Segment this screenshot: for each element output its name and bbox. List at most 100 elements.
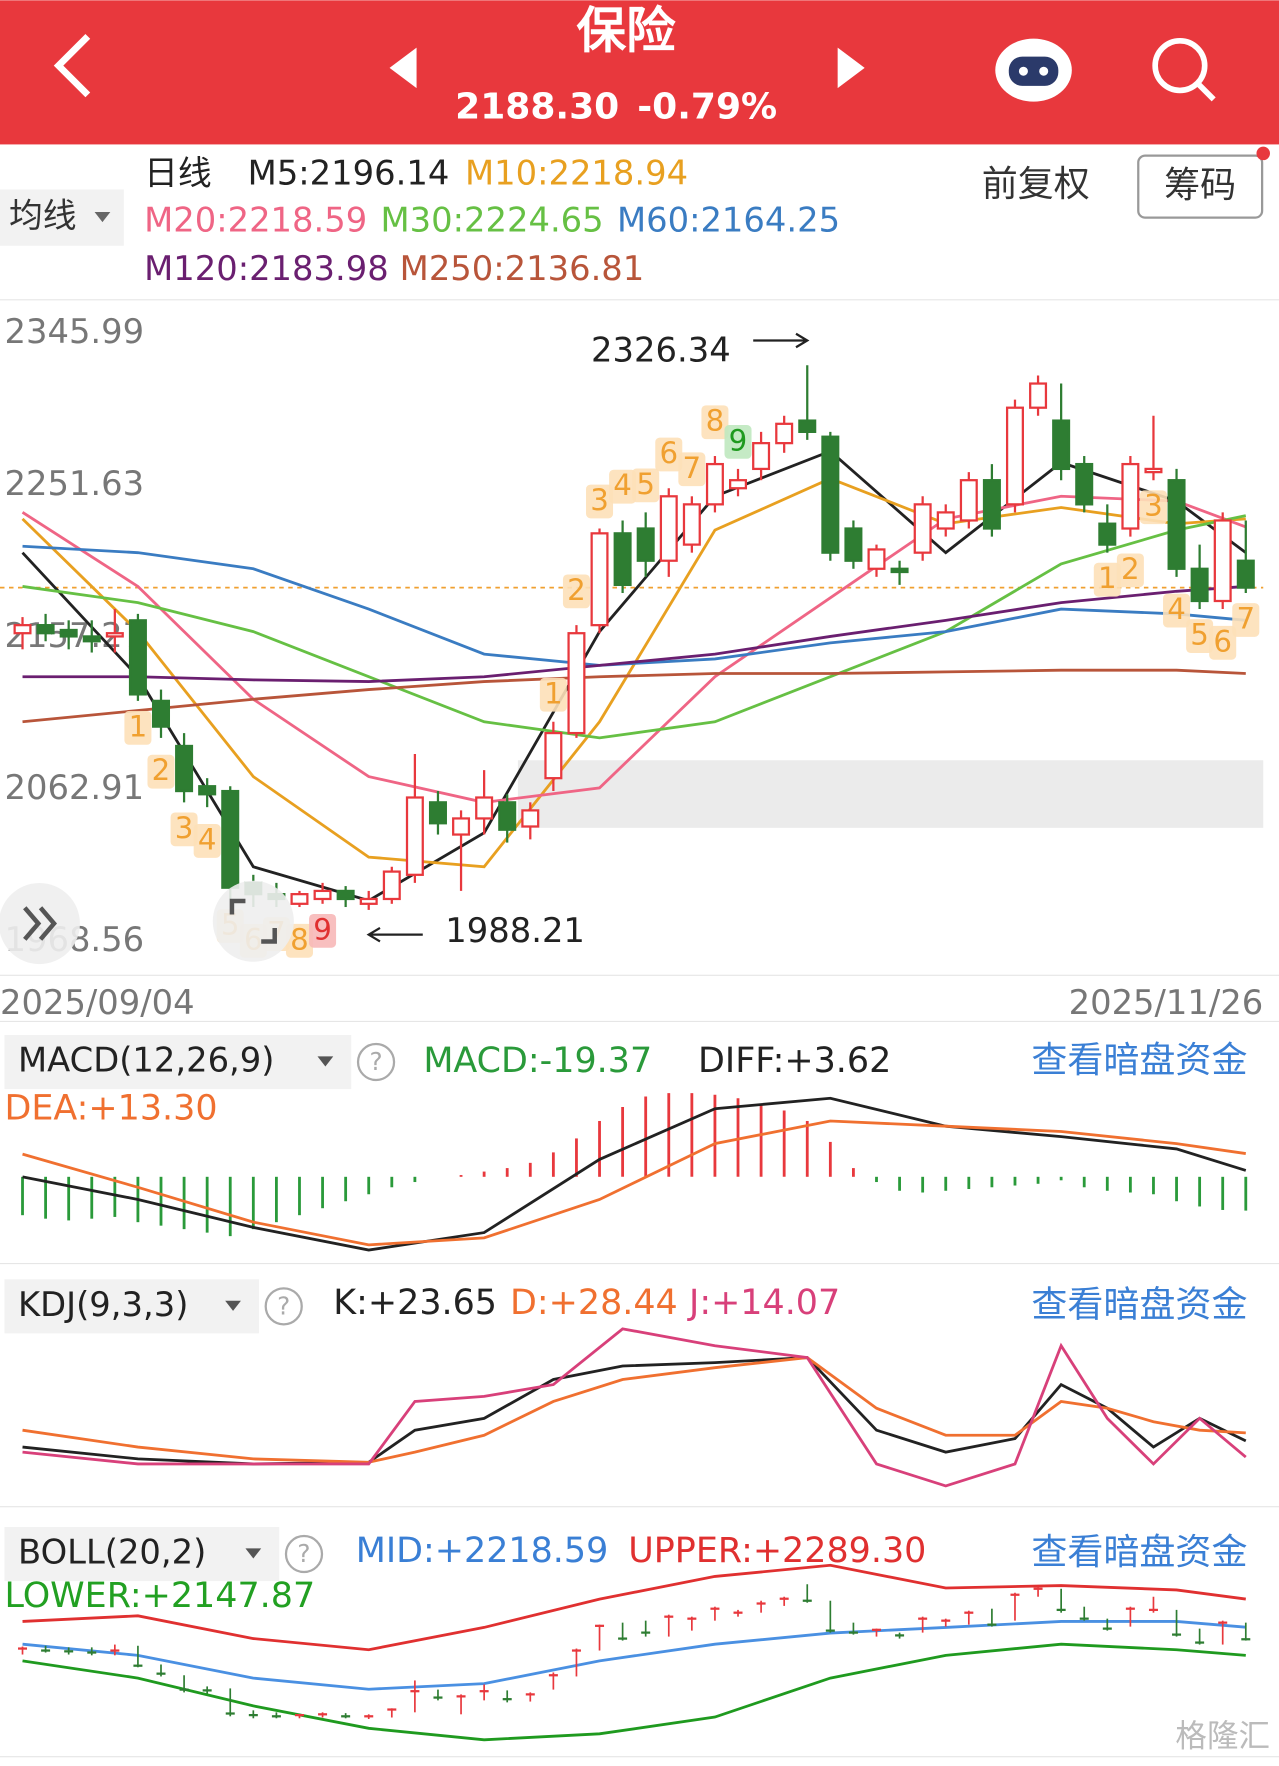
candle-body xyxy=(59,628,78,638)
candle-body xyxy=(1052,419,1071,471)
candle-body xyxy=(105,632,124,638)
ma-legend: M120:2183.98 xyxy=(144,249,389,288)
help-icon xyxy=(356,1042,396,1082)
candle-body xyxy=(982,479,1001,530)
ma-legend: M30:2224.65 xyxy=(381,201,604,240)
badge xyxy=(1256,146,1270,161)
candle-body xyxy=(290,893,309,905)
back-button[interactable] xyxy=(53,33,91,98)
ma-button[interactable]: 均线 xyxy=(9,196,77,235)
ma-line xyxy=(21,477,1246,869)
boll-line xyxy=(22,1642,1246,1742)
candle-body xyxy=(151,699,171,728)
change: -0.79% xyxy=(637,86,777,127)
adjust-button[interactable]: 前复权 xyxy=(982,164,1090,205)
td-count: 2 xyxy=(1121,552,1140,586)
indicator-value: UPPER:+2289.30 xyxy=(628,1531,926,1571)
candle-body xyxy=(775,422,794,445)
help-mark: ? xyxy=(369,1047,382,1076)
td-count: 1 xyxy=(1098,561,1117,595)
funds-link: 查看暗盘资金 xyxy=(1031,1532,1247,1573)
chips-button-bg[interactable] xyxy=(1137,154,1264,219)
candle-body xyxy=(1075,462,1094,506)
td-badge xyxy=(701,405,729,440)
macd-line xyxy=(22,1119,1246,1247)
candle-body xyxy=(428,801,447,825)
candle-body xyxy=(590,532,609,627)
max-arrow xyxy=(753,332,810,349)
help-icon xyxy=(264,1287,303,1326)
fullscreen-button[interactable] xyxy=(212,880,294,962)
candle-body xyxy=(128,619,147,696)
td-count: 4 xyxy=(1167,592,1186,626)
td-badge xyxy=(724,425,752,459)
candle-body xyxy=(1098,522,1117,546)
help-mark: ? xyxy=(297,1539,310,1568)
period: 日线 xyxy=(144,153,212,192)
candle-body xyxy=(82,635,101,643)
indicator-value: K:+23.65 xyxy=(333,1283,497,1323)
kdj-line xyxy=(22,1327,1247,1488)
candle-body xyxy=(890,567,909,574)
candle-body xyxy=(1121,462,1140,530)
expand-button[interactable] xyxy=(0,883,80,965)
indicator-button-bg xyxy=(4,1527,280,1582)
robot-icon[interactable] xyxy=(995,38,1072,102)
candle-body xyxy=(844,527,863,562)
candle-body xyxy=(1029,382,1048,409)
watermark: 格隆汇 xyxy=(1175,1719,1270,1755)
td-count: 5 xyxy=(1190,618,1209,652)
plot: 2345.992251.632157.272062.911968.562025/… xyxy=(0,153,1264,1742)
candle-body xyxy=(544,731,563,780)
candle-body xyxy=(1190,567,1209,603)
candle-body xyxy=(521,809,540,828)
indicator-button: KDJ(9,3,3) xyxy=(18,1285,188,1324)
dropdown-icon xyxy=(245,1548,262,1559)
indicator-value: MACD:-19.37 xyxy=(423,1041,652,1081)
dropdown-icon xyxy=(225,1300,241,1311)
candle-body xyxy=(613,532,632,587)
next-button[interactable] xyxy=(837,47,865,89)
td-count: 8 xyxy=(706,404,725,438)
candle-body xyxy=(221,789,240,889)
prev-button[interactable] xyxy=(389,47,417,89)
dropdown-icon xyxy=(94,211,111,223)
indicator-button-bg xyxy=(4,1034,352,1090)
chips-button[interactable]: 筹码 xyxy=(1164,165,1236,206)
td-badge xyxy=(632,468,660,503)
candle-body xyxy=(913,503,932,554)
candle-body xyxy=(729,479,748,490)
candle-body xyxy=(1167,479,1186,570)
boll-line xyxy=(22,1620,1246,1691)
td-badge xyxy=(1186,619,1214,653)
candle-body xyxy=(1236,559,1255,589)
price: 2188.30 xyxy=(455,86,619,127)
ma-line xyxy=(22,514,1247,740)
td-count: 6 xyxy=(659,436,678,470)
td-badge xyxy=(1139,490,1167,525)
search-button[interactable] xyxy=(1152,38,1216,102)
candle-body xyxy=(498,801,517,831)
candle-body xyxy=(936,511,955,530)
candle-body xyxy=(175,744,194,793)
stock-title: 保险 xyxy=(576,2,676,60)
candle-body xyxy=(336,889,355,901)
td-badge xyxy=(124,710,152,745)
indicator-value: J:+14.07 xyxy=(687,1283,840,1323)
max-label: 2326.34 xyxy=(591,330,731,369)
td-badge xyxy=(1232,603,1260,637)
help-mark: ? xyxy=(277,1291,290,1320)
candle-body xyxy=(382,870,401,901)
indicator-value: DEA:+13.30 xyxy=(5,1088,218,1128)
x-tick-label: 2025/11/26 xyxy=(1069,983,1264,1022)
candle-body xyxy=(1144,467,1163,474)
td-badge xyxy=(539,677,567,712)
td-badge xyxy=(1093,562,1121,597)
min-arrow xyxy=(366,926,423,943)
td-count: 6 xyxy=(1213,624,1232,658)
candle-body xyxy=(198,785,217,796)
candle-body xyxy=(475,796,494,820)
td-badge xyxy=(193,824,221,858)
min-label: 1988.21 xyxy=(445,911,585,950)
td-count: 3 xyxy=(590,483,609,517)
